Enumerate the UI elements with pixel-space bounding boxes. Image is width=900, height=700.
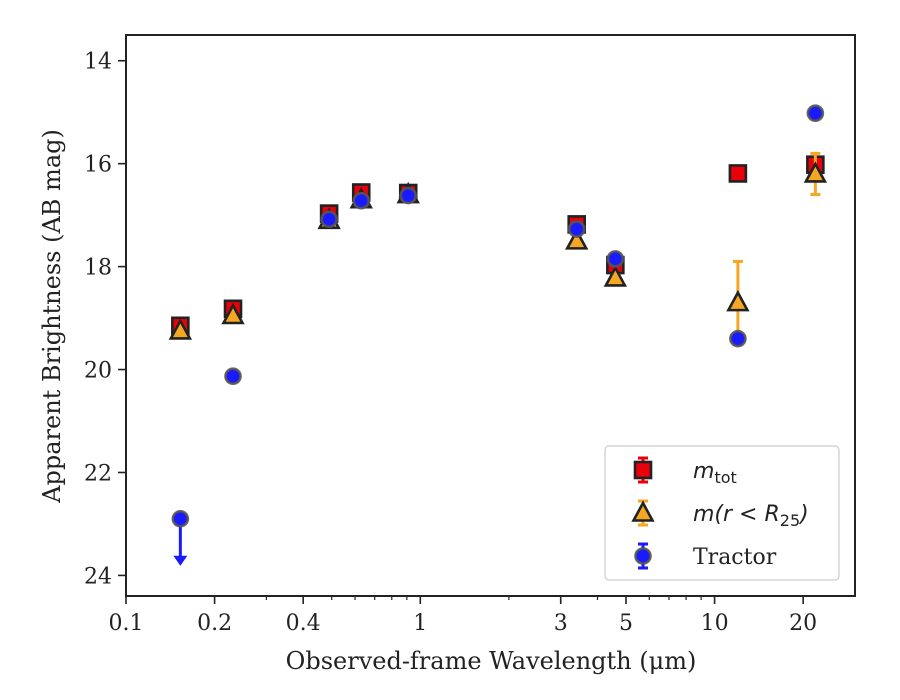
- series-circle: [171, 104, 825, 566]
- data-point-triangle: [221, 302, 245, 325]
- x-tick-label: 0.2: [197, 611, 232, 636]
- x-tick-label: 20: [789, 611, 817, 636]
- upper-limit-arrowhead: [173, 555, 188, 566]
- data-point-triangle: [726, 289, 750, 312]
- data-point-circle: [320, 210, 338, 229]
- data-point-triangle: [603, 265, 628, 287]
- x-axis-label: Observed-frame Wavelength (μm): [286, 647, 697, 675]
- x-tick-label: 1: [413, 611, 427, 636]
- series-square: [171, 155, 825, 336]
- series-triangle: [168, 151, 828, 346]
- y-axis-label: Apparent Brightness (AB mag): [38, 129, 66, 504]
- data-point-circle: [806, 104, 825, 123]
- plot-frame: [125, 34, 856, 597]
- data-point-circle: [171, 509, 190, 528]
- data-point-circle: [606, 250, 625, 268]
- y-axis-ticks: 14 16 18 20 22 24: [84, 50, 126, 589]
- x-tick-label: 0.1: [109, 611, 144, 636]
- data-point-triangle: [168, 318, 193, 340]
- y-tick-label: 24: [84, 564, 112, 589]
- data-point-circle: [399, 186, 418, 205]
- legend-label-circle: Tractor: [693, 545, 777, 570]
- legend-label-triangle: m(r < R25): [693, 502, 809, 530]
- data-point-triangle: [803, 161, 828, 183]
- x-tick-label: 10: [701, 611, 729, 636]
- legend-box: [604, 445, 840, 581]
- y-tick-label: 14: [84, 50, 112, 75]
- chart-marks: [168, 104, 828, 566]
- x-tick-label: 5: [619, 611, 633, 636]
- legend: mtot m(r < R25) Tractor: [604, 445, 840, 581]
- data-point-square: [728, 164, 748, 183]
- legend-marker-square: [633, 460, 653, 480]
- legend-label-square: mtot: [693, 459, 737, 487]
- data-point-circle: [729, 329, 747, 348]
- legend-marker-circle: [634, 547, 652, 565]
- y-tick-label: 16: [84, 153, 112, 178]
- data-point-circle: [352, 191, 371, 210]
- x-axis-ticks: 0.1 0.2 0.4 1 3 5 10 20: [109, 596, 817, 636]
- y-tick-label: 20: [84, 359, 112, 384]
- y-tick-label: 18: [84, 256, 112, 281]
- y-tick-label: 22: [84, 461, 112, 486]
- data-point-circle: [224, 367, 242, 386]
- legend-marker-triangle: [631, 500, 655, 522]
- data-point-triangle: [565, 228, 589, 250]
- x-tick-label: 3: [554, 611, 568, 636]
- data-point-circle: [567, 220, 586, 238]
- x-tick-label: 0.4: [286, 611, 321, 636]
